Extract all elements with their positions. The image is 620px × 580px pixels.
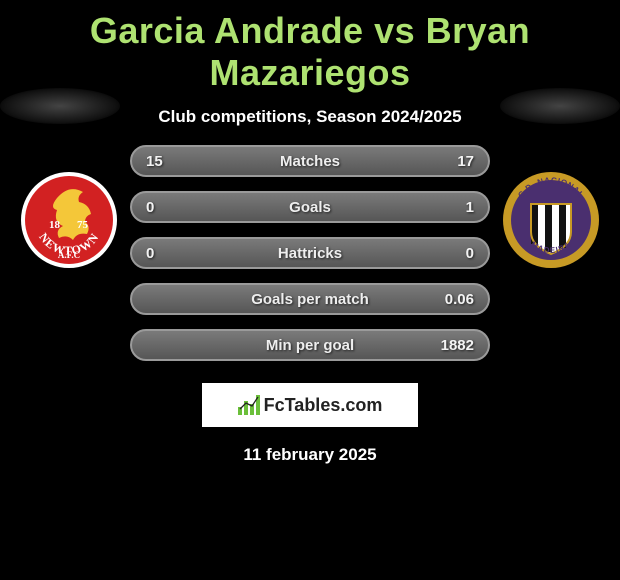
- stat-row-gpm: Goals per match 0.06: [130, 283, 490, 315]
- stat-label: Goals per match: [251, 291, 369, 308]
- club-badge-left-svg: 18 75 NEWTOWN A.F.C: [19, 170, 119, 270]
- stat-right-value: 1: [466, 199, 474, 216]
- stat-right-value: 17: [457, 153, 474, 170]
- fctables-brand-text: FcTables.com: [264, 395, 383, 416]
- svg-text:A.F.C: A.F.C: [58, 250, 80, 260]
- stat-left-value: 15: [146, 153, 163, 170]
- club-badge-left: 18 75 NEWTOWN A.F.C: [19, 170, 119, 270]
- stats-table: 15 Matches 17 0 Goals 1 0 Hattricks 0 Go…: [130, 145, 490, 361]
- club-badge-right: C.D. NACIONAL MADEIRA: [501, 170, 601, 270]
- side-shadow-right: [500, 88, 620, 124]
- page-title: Garcia Andrade vs Bryan Mazariegos: [0, 0, 620, 99]
- stat-label: Goals: [289, 199, 331, 216]
- date: 11 february 2025: [0, 445, 620, 465]
- stat-right-value: 0: [466, 245, 474, 262]
- side-shadow-left: [0, 88, 120, 124]
- stat-label: Min per goal: [266, 337, 354, 354]
- stat-row-mpg: Min per goal 1882: [130, 329, 490, 361]
- stat-row-goals: 0 Goals 1: [130, 191, 490, 223]
- stat-row-matches: 15 Matches 17: [130, 145, 490, 177]
- club-badge-right-svg: C.D. NACIONAL MADEIRA: [501, 170, 601, 270]
- stat-right-value: 1882: [441, 337, 474, 354]
- fctables-link[interactable]: FcTables.com: [202, 383, 418, 427]
- stat-label: Hattricks: [278, 245, 342, 262]
- stat-left-value: 0: [146, 245, 154, 262]
- stat-left-value: 0: [146, 199, 154, 216]
- svg-text:75: 75: [77, 219, 89, 231]
- stat-right-value: 0.06: [445, 291, 474, 308]
- bar-chart-icon: [238, 395, 260, 415]
- svg-text:18: 18: [49, 219, 61, 231]
- stat-label: Matches: [280, 153, 340, 170]
- stat-row-hattricks: 0 Hattricks 0: [130, 237, 490, 269]
